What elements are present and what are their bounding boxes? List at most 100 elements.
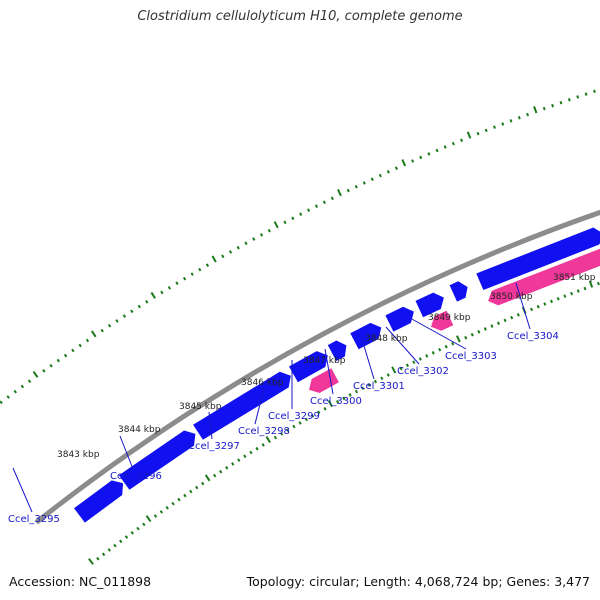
minor-tick [563, 294, 567, 298]
minor-tick [431, 351, 435, 355]
minor-tick [438, 347, 442, 352]
minor-tick [71, 348, 75, 353]
tick-labels: 3843 kbp 3844 kbp 3845 kbp 3846 kbp 3847 kbp… [57, 273, 596, 460]
minor-tick [367, 383, 371, 387]
minor-tick [219, 469, 223, 474]
gene-label-leader [409, 317, 467, 350]
minor-tick [477, 330, 481, 334]
minor-tick [175, 281, 179, 286]
gene-label-leader [119, 435, 134, 470]
minor-tick [542, 106, 546, 111]
minor-tick [292, 424, 296, 429]
major-tick [391, 366, 397, 374]
gene-label-leader [208, 411, 213, 440]
minor-tick [567, 98, 571, 102]
minor-tick [205, 263, 210, 267]
minor-tick [399, 366, 403, 371]
minor-tick [142, 522, 146, 527]
minor-tick [484, 128, 488, 133]
tick-label: 3844 kbp [118, 425, 161, 435]
minor-tick [411, 159, 415, 163]
minor-tick [509, 119, 513, 123]
minor-tick [27, 379, 32, 384]
minor-tick [425, 354, 429, 358]
minor-tick [237, 458, 241, 462]
map-title: Clostridium cellulolyticum H10, complete… [137, 9, 463, 24]
minor-tick [378, 173, 382, 178]
minor-tick [584, 92, 588, 96]
minor-tick [380, 376, 384, 381]
reverse-gene-arrow [309, 368, 339, 393]
gene-labels: Ccel_3295 Ccel_3296 Ccel_3297 Ccel_3298 Ccel… [8, 331, 559, 525]
minor-tick [0, 400, 3, 405]
minor-tick [550, 299, 554, 304]
minor-tick [231, 462, 235, 466]
minor-tick [526, 112, 530, 117]
minor-tick [317, 410, 321, 415]
minor-tick [6, 395, 10, 399]
major-tick [204, 474, 211, 482]
minor-tick [501, 122, 505, 126]
minor-tick [510, 315, 514, 320]
minor-tick [304, 417, 308, 422]
minor-tick [136, 526, 140, 531]
minor-tick [307, 208, 311, 212]
minor-tick [354, 184, 358, 189]
forward-gene-arrow [476, 227, 600, 290]
minor-tick [113, 543, 117, 548]
minor-tick [583, 286, 587, 291]
reverse-gene-arrow [431, 310, 454, 331]
minor-tick [373, 379, 378, 384]
major-tick [88, 558, 94, 565]
minor-tick [291, 216, 295, 221]
minor-tick [286, 428, 290, 433]
minor-tick [20, 384, 25, 389]
forward-gene-arrow [327, 340, 347, 361]
minor-tick [101, 552, 106, 557]
forward-gene-arrow [385, 306, 414, 332]
minor-tick [418, 357, 422, 361]
minor-tick [419, 155, 423, 160]
minor-tick [165, 505, 169, 510]
gene-label: Ccel_3296 [110, 471, 162, 482]
gene-label: Ccel_3299 [268, 411, 320, 422]
minor-tick [348, 393, 352, 397]
reverse-gene-arrow [488, 248, 600, 306]
gene-label: Ccel_3301 [353, 381, 405, 392]
tick-label: 3849 kbp [428, 313, 471, 323]
minor-tick [190, 272, 194, 276]
minor-tick [213, 473, 217, 478]
tick-label: 3845 kbp [179, 402, 222, 412]
topology-text: Topology: circular; Length: 4,068,724 bp… [246, 574, 590, 589]
minor-tick [451, 341, 455, 346]
major-tick [401, 159, 407, 167]
minor-tick [551, 103, 555, 108]
minor-tick [361, 386, 365, 391]
tick-label: 3847 kbp [303, 356, 346, 366]
minor-tick [314, 204, 319, 208]
minor-tick [107, 323, 112, 328]
gene-label: Ccel_3297 [188, 441, 240, 452]
minor-tick [189, 489, 193, 494]
tick-label: 3843 kbp [57, 450, 100, 460]
minor-tick [100, 328, 104, 333]
minor-tick [107, 548, 111, 552]
minor-tick [576, 289, 580, 293]
forward-gene-arrow [289, 351, 328, 383]
gene-label-leader [12, 467, 33, 513]
major-tick [327, 400, 333, 408]
forward-gene-arrow [350, 322, 382, 350]
minor-tick [460, 138, 464, 143]
minor-tick [386, 373, 390, 377]
major-tick [337, 189, 342, 197]
minor-tick [593, 89, 596, 94]
minor-tick [516, 313, 520, 317]
minor-tick [435, 148, 439, 153]
gene-label-leader [515, 282, 531, 330]
minor-tick [221, 254, 225, 259]
forward-gene-arrow [449, 281, 468, 302]
minor-tick [322, 200, 326, 205]
gene-label-leader [385, 326, 420, 365]
minor-tick [249, 450, 253, 455]
